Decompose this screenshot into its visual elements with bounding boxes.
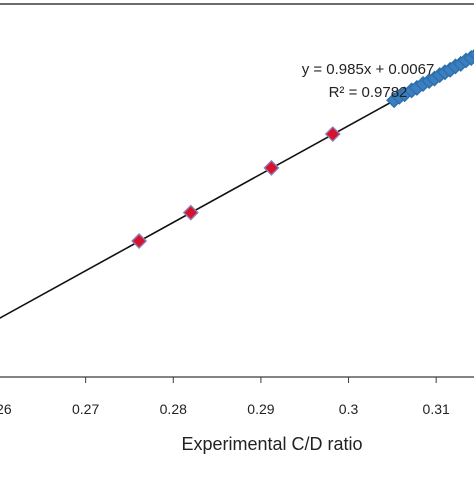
x-tick-label: 0.26 [0, 401, 12, 417]
x-tick-label: 0.3 [339, 401, 359, 417]
r-squared-label: R² = 0.9782 [329, 84, 408, 101]
data-point [263, 159, 280, 176]
x-tick-label: 0.31 [423, 401, 450, 417]
axes-layer: 0.26 0.27 0.28 0.29 0.3 0.31 [0, 3, 474, 417]
data-point [468, 49, 474, 61]
x-tick-label: 0.27 [72, 401, 99, 417]
x-tick-label: 0.29 [247, 401, 274, 417]
trendline-equation: y = 0.985x + 0.0067 [302, 61, 435, 78]
labels-layer: y = 0.985x + 0.0067 R² = 0.9782 Experime… [181, 61, 434, 454]
data-point [182, 204, 199, 221]
data-point [324, 126, 341, 143]
data-point [131, 233, 148, 250]
x-tick-label: 0.28 [160, 401, 187, 417]
data-points-layer [131, 49, 474, 250]
x-axis-title: Experimental C/D ratio [181, 434, 362, 454]
